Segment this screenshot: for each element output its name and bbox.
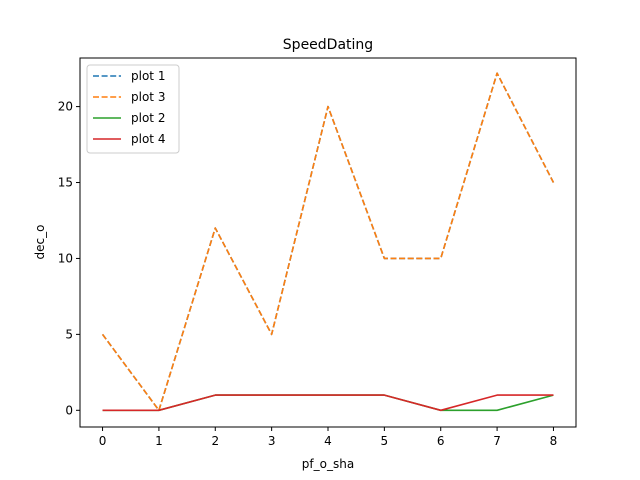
x-tick-label: 8	[550, 434, 558, 448]
x-tick-label: 3	[268, 434, 276, 448]
y-axis: 0 5 10 15 20	[58, 100, 80, 417]
y-tick-label: 15	[58, 176, 73, 190]
y-axis-label: dec_o	[33, 225, 47, 260]
x-tick-label: 5	[381, 434, 389, 448]
y-tick-label: 0	[65, 403, 73, 417]
chart-title: SpeedDating	[283, 37, 373, 53]
plot-area	[101, 72, 555, 412]
y-tick-label: 10	[58, 251, 73, 265]
x-tick-label: 2	[211, 434, 219, 448]
legend-label: plot 2	[131, 111, 165, 125]
y-tick-label: 20	[58, 100, 73, 114]
x-tick-label: 0	[99, 434, 107, 448]
x-tick-label: 1	[155, 434, 163, 448]
x-tick-label: 4	[324, 434, 332, 448]
x-tick-label: 6	[437, 434, 445, 448]
legend-label: plot 3	[131, 90, 165, 104]
legend: plot 1 plot 3 plot 2 plot 4	[86, 64, 180, 154]
legend-label: plot 1	[131, 69, 165, 83]
x-tick-label: 7	[493, 434, 501, 448]
y-tick-label: 5	[65, 327, 73, 341]
series-line-plot-3	[101, 72, 555, 412]
x-axis: 0 1 2 3 4 5 6 7 8	[99, 427, 558, 448]
legend-label: plot 4	[131, 132, 165, 146]
series-line-plot-4	[102, 394, 554, 412]
legend-box	[86, 64, 180, 154]
x-axis-label: pf_o_sha	[302, 457, 354, 471]
